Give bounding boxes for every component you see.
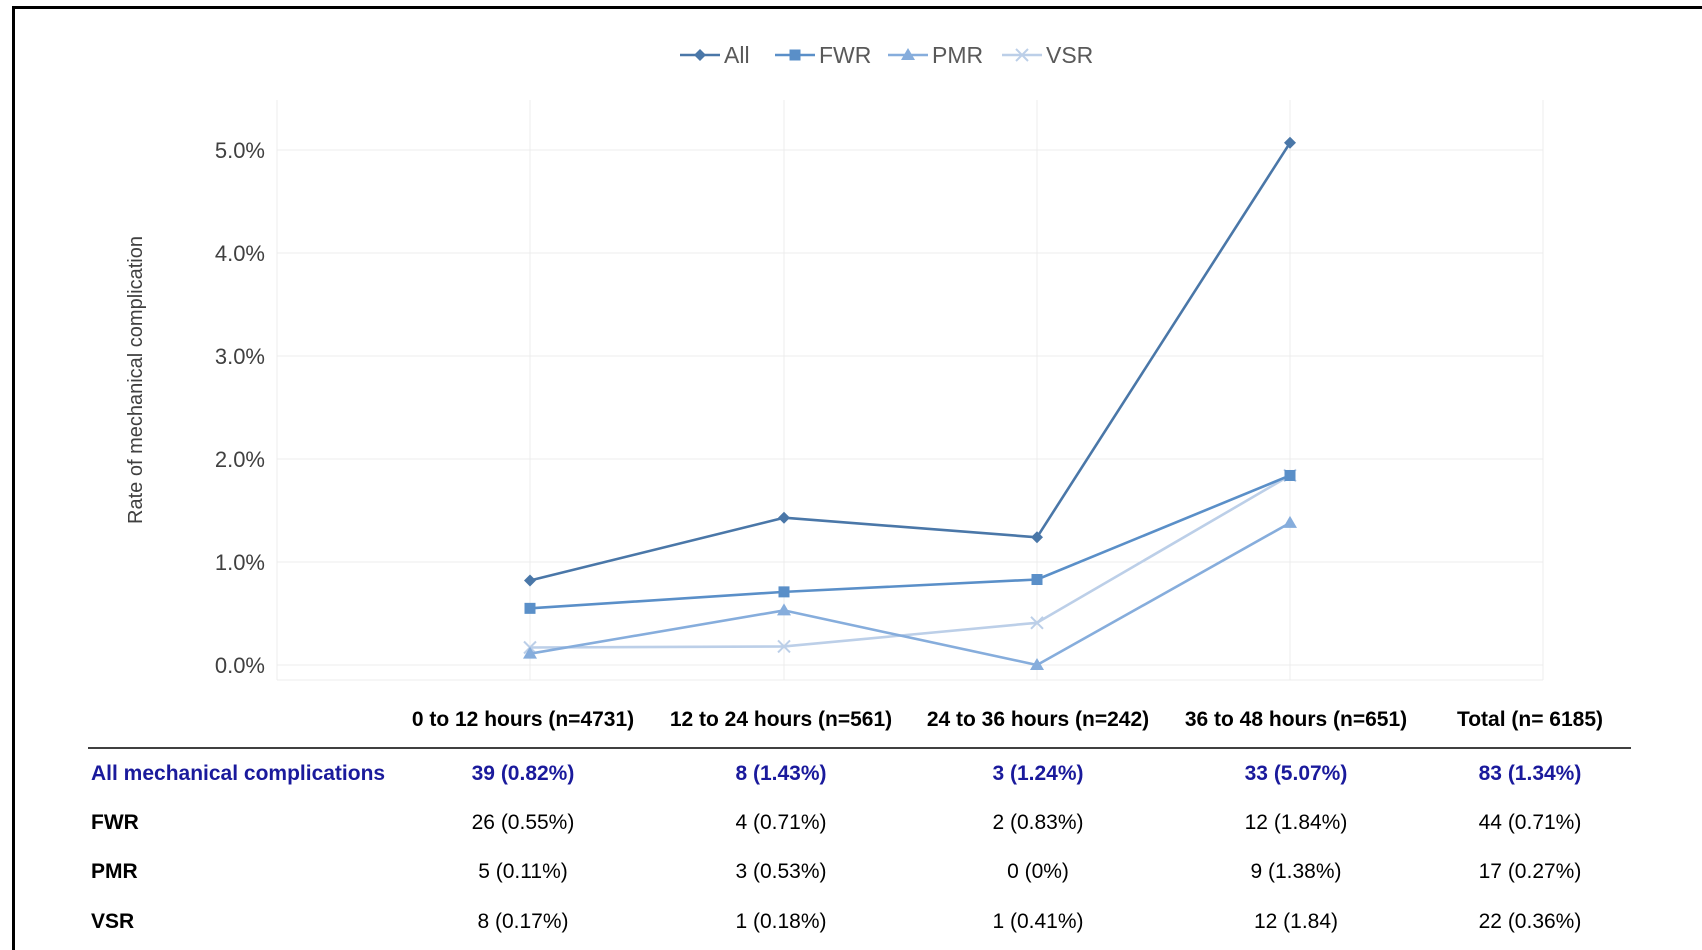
table-header-36-48h: 36 to 48 hours (n=651)	[1184, 708, 1408, 731]
point-fwr	[778, 586, 790, 598]
cell-pmr-0-12h: 5 (0.11%)	[478, 860, 568, 883]
y-tick-label: 4.0%	[215, 241, 265, 266]
point-all	[778, 511, 790, 524]
table-header-12-24h: 12 to 24 hours (n=561)	[669, 708, 893, 731]
cell-fwr-0-12h: 26 (0.55%)	[471, 811, 575, 834]
table-row-all: All mechanical complications 39 (0.82%) …	[0, 754, 1702, 794]
cell-pmr-36-48h: 9 (1.38%)	[1250, 860, 1342, 883]
y-tick-label: 2.0%	[215, 447, 265, 472]
table-header-0-12h: 0 to 12 hours (n=4731)	[411, 708, 635, 731]
legend-label-vsr: VSR	[1046, 42, 1093, 68]
series-line-fwr	[529, 474, 1291, 610]
legend-label-all: All	[724, 42, 750, 68]
cell-all-total: 83 (1.34%)	[1478, 762, 1582, 785]
series-line-vsr	[529, 474, 1291, 649]
point-fwr	[1284, 469, 1296, 481]
legend-marker-vsr	[1015, 48, 1029, 62]
table-row-vsr: VSR 8 (0.17%) 1 (0.18%) 1 (0.41%) 12 (1.…	[0, 902, 1702, 942]
cell-vsr-total: 22 (0.36%)	[1478, 910, 1582, 933]
table-header-24-36h: 24 to 36 hours (n=242)	[926, 708, 1150, 731]
cell-vsr-0-12h: 8 (0.17%)	[477, 910, 569, 933]
cell-vsr-36-48h: 12 (1.84)	[1253, 910, 1339, 933]
y-tick-label: 3.0%	[215, 344, 265, 369]
point-vsr	[1030, 616, 1044, 630]
legend-label-fwr: FWR	[819, 42, 871, 68]
y-tick-label: 5.0%	[215, 138, 265, 163]
y-axis-label: Rate of mechanical complication	[125, 236, 147, 524]
point-fwr	[524, 602, 536, 614]
point-vsr	[777, 639, 791, 654]
table-header-total: Total (n= 6185)	[1456, 708, 1604, 731]
row-label-all: All mechanical complications	[91, 762, 386, 785]
cell-pmr-24-36h: 0 (0%)	[1007, 860, 1069, 883]
cell-all-36-48h: 33 (5.07%)	[1244, 762, 1348, 785]
row-label-fwr: FWR	[91, 811, 139, 834]
point-all	[1284, 136, 1296, 149]
point-pmr	[523, 646, 537, 659]
cell-all-0-12h: 39 (0.82%)	[471, 762, 575, 785]
legend-marker-all	[694, 49, 706, 61]
cell-fwr-24-36h: 2 (0.83%)	[992, 811, 1084, 834]
table-row-pmr: PMR 5 (0.11%) 3 (0.53%) 0 (0%) 9 (1.38%)…	[0, 852, 1702, 892]
cell-all-12-24h: 8 (1.43%)	[735, 762, 827, 785]
point-all	[1031, 531, 1043, 544]
row-label-pmr: PMR	[91, 860, 138, 883]
cell-pmr-12-24h: 3 (0.53%)	[735, 860, 827, 883]
cell-fwr-36-48h: 12 (1.84%)	[1244, 811, 1348, 834]
table-row-fwr: FWR 26 (0.55%) 4 (0.71%) 2 (0.83%) 12 (1…	[0, 803, 1702, 843]
line-chart: 0.0% 1.0% 2.0% 3.0% 4.0% 5.0% Rate of mechanic…	[125, 42, 1544, 681]
point-all	[524, 574, 536, 587]
cell-fwr-total: 44 (0.71%)	[1478, 811, 1582, 834]
point-pmr	[777, 603, 791, 616]
y-tick-label: 0.0%	[215, 653, 265, 678]
series-line-all	[529, 142, 1292, 582]
legend-marker-pmr	[901, 48, 915, 60]
cell-vsr-24-36h: 1 (0.41%)	[992, 910, 1084, 933]
cell-pmr-total: 17 (0.27%)	[1478, 860, 1582, 883]
point-fwr	[1031, 574, 1043, 586]
legend-marker-fwr	[789, 49, 801, 61]
cell-all-24-36h: 3 (1.24%)	[992, 762, 1084, 785]
series-line-pmr	[529, 521, 1291, 667]
legend-label-pmr: PMR	[932, 42, 983, 68]
figure-frame	[12, 6, 1702, 950]
point-pmr	[1030, 658, 1044, 670]
cell-fwr-12-24h: 4 (0.71%)	[735, 811, 827, 834]
y-tick-label: 1.0%	[215, 550, 265, 575]
row-label-vsr: VSR	[91, 910, 135, 933]
point-pmr	[1283, 515, 1297, 528]
cell-vsr-12-24h: 1 (0.18%)	[735, 910, 827, 933]
table-header-rule	[88, 747, 1631, 749]
